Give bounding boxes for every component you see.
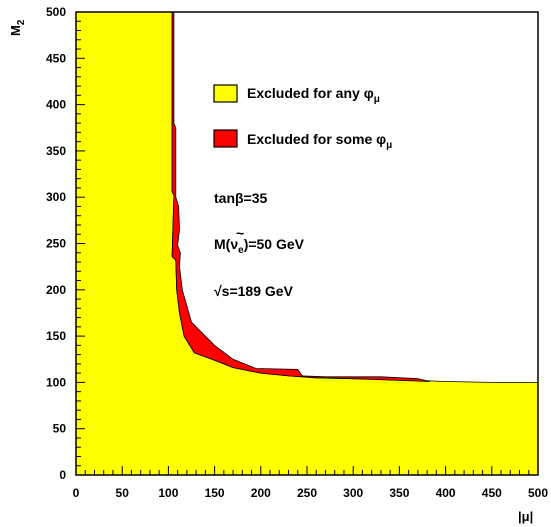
y-tick-label: 50 [53, 422, 67, 436]
x-axis-ticks: 0 50 100 150 200 250 300 350 400 450 500 [73, 466, 548, 500]
legend-label-some-main: Excluded for some φ [247, 131, 386, 147]
legend-label-some: Excluded for some φμ [247, 131, 392, 151]
x-tick-label: 350 [389, 486, 409, 500]
legend-label-any-sub: μ [374, 94, 380, 105]
y-tick-label: 250 [46, 237, 66, 251]
y-tick-label: 100 [46, 375, 66, 389]
x-tick-label: 50 [116, 486, 130, 500]
y-tick-label: 500 [46, 5, 66, 19]
annotation-sneutrino-sub: e [238, 245, 244, 256]
x-tick-label: 200 [251, 486, 271, 500]
y-tick-label: 450 [46, 51, 66, 65]
x-tick-label: 0 [73, 486, 80, 500]
legend: Excluded for any φμ Excluded for some φμ [213, 84, 392, 151]
annotation-tanbeta: tanβ=35 [214, 190, 268, 206]
annotation-sneutrino-pre: M(ν [214, 236, 238, 252]
y-tick-label: 200 [46, 283, 66, 297]
legend-label-any-main: Excluded for any φ [247, 85, 374, 101]
x-tick-label: 400 [436, 486, 456, 500]
legend-swatch-any [213, 84, 238, 103]
y-axis-title: M2 [8, 19, 27, 36]
sneutrino-tilde: ~ [236, 225, 244, 241]
y-tick-label: 350 [46, 144, 66, 158]
legend-label-any: Excluded for any φμ [247, 85, 380, 105]
y-tick-label: 150 [46, 329, 66, 343]
y-tick-label: 300 [46, 190, 66, 204]
region-excluded-some [171, 11, 430, 382]
annotation-sneutrino-mass: M(νe)=50 GeV [214, 236, 305, 256]
y-axis-title-sub: 2 [16, 19, 27, 25]
x-axis-title: |μ| [518, 509, 533, 524]
y-tick-label: 400 [46, 98, 66, 112]
exclusion-areas [75, 11, 539, 476]
x-tick-label: 150 [205, 486, 225, 500]
x-tick-label: 450 [482, 486, 502, 500]
y-tick-label: 0 [59, 468, 66, 482]
x-tick-label: 250 [297, 486, 317, 500]
legend-swatch-some [213, 129, 238, 148]
annotation-sneutrino-post: )=50 GeV [244, 236, 305, 252]
y-axis-ticks: 0 50 100 150 200 250 300 350 400 450 500 [46, 5, 85, 482]
annotation-sqrt-s: √s=189 GeV [214, 283, 294, 299]
x-tick-label: 500 [528, 486, 548, 500]
x-tick-label: 300 [343, 486, 363, 500]
legend-label-some-sub: μ [386, 140, 392, 151]
y-axis-title-main: M [8, 25, 23, 36]
x-tick-label: 100 [158, 486, 178, 500]
